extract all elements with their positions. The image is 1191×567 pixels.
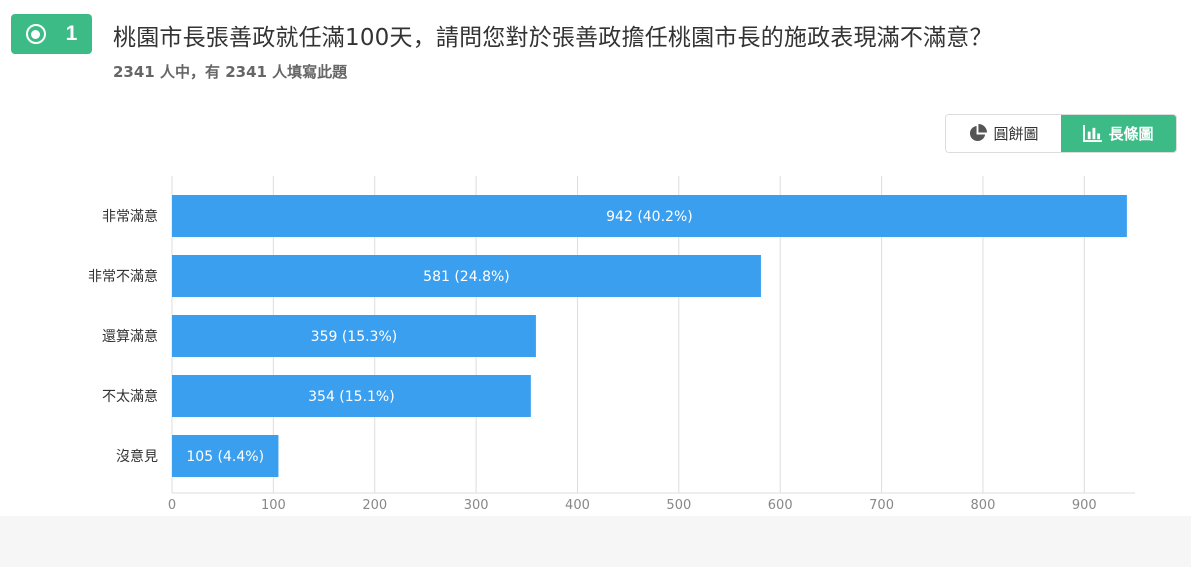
bar	[172, 375, 531, 417]
bar-chart-svg: 0 100 200 300 400 500 600 700 800 900 非常滿意 942 (40.…	[88, 176, 1135, 513]
x-tick-label: 300	[464, 498, 489, 513]
x-tick-label: 700	[869, 498, 894, 513]
bar-chart-icon	[1083, 125, 1103, 142]
bar-chart-button[interactable]: 長條圖	[1061, 115, 1176, 152]
bar	[172, 435, 279, 477]
category-label: 沒意見	[116, 448, 158, 465]
x-tick-label: 800	[971, 498, 996, 513]
x-tick-label: 600	[768, 498, 793, 513]
category-label: 不太滿意	[102, 388, 158, 405]
category-label: 非常不滿意	[88, 268, 158, 285]
x-tick-label: 900	[1072, 498, 1097, 513]
data-label: 105 (4.4%)	[186, 449, 264, 465]
question-number-badge: 1	[11, 14, 92, 54]
bar	[172, 195, 1127, 237]
radio-icon	[25, 24, 46, 44]
pie-chart-icon	[970, 124, 988, 142]
bar	[172, 255, 761, 297]
x-tick-label: 400	[565, 498, 590, 513]
data-label: 359 (15.3%)	[311, 329, 398, 345]
response-count: 2341 人中，有 2341 人填寫此題	[113, 63, 348, 81]
data-label: 354 (15.1%)	[308, 389, 395, 405]
x-tick-label: 0	[168, 498, 176, 513]
x-tick-label: 500	[666, 498, 691, 513]
question-title: 桃園市長張善政就任滿100天，請問您對於張善政擔任桃園市長的施政表現滿不滿意？	[113, 25, 993, 51]
bar-chart-label: 長條圖	[1108, 125, 1154, 143]
pie-chart-button[interactable]: 圓餅圖	[946, 115, 1061, 152]
question-number: 1	[65, 22, 78, 45]
x-tick-label: 100	[261, 498, 286, 513]
data-label: 942 (40.2%)	[606, 209, 693, 225]
category-label: 非常滿意	[102, 208, 158, 225]
x-tick-label: 200	[362, 498, 387, 513]
bar	[172, 315, 536, 357]
chart-type-toggle: 圓餅圖 長條圖	[945, 114, 1177, 153]
footer-band	[0, 516, 1191, 567]
category-label: 還算滿意	[102, 328, 158, 345]
bar-chart: 0 100 200 300 400 500 600 700 800 900 非常滿意 942 (40.…	[0, 165, 1191, 520]
pie-chart-label: 圓餅圖	[993, 125, 1039, 143]
data-label: 581 (24.8%)	[423, 269, 510, 285]
